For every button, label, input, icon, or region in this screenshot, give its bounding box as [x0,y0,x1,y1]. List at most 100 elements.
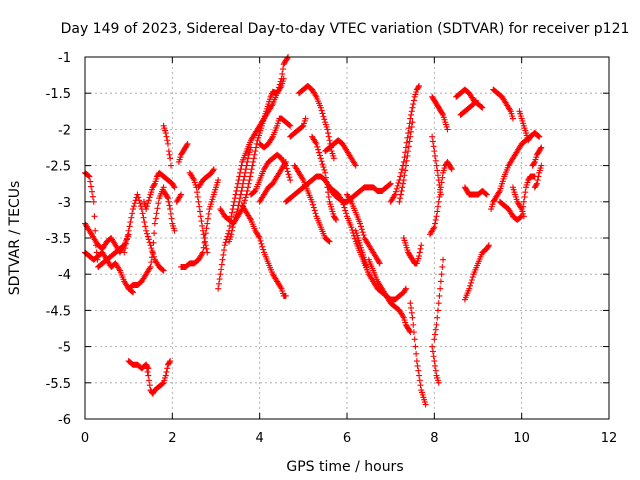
data-point [407,300,414,307]
series-arc18 [226,144,254,245]
data-point [144,233,151,240]
data-point [433,162,440,169]
data-point [279,66,286,73]
x-tick-label: 4 [256,431,264,446]
data-point [429,133,436,140]
data-point [218,266,225,273]
gridlines [85,57,609,419]
data-point [159,380,166,387]
x-tick-label: 0 [81,431,89,446]
data-point [210,167,217,174]
data-point [222,239,229,246]
data-point [146,377,153,384]
data-point [171,184,178,191]
axis-ticks: -1 -1.5 -2 -2.5 -3 -3.5 -4 -4.5 -5 -5.5 -6 0 2 4 6 8 10 1… [46,51,618,446]
data-point [134,191,141,198]
data-point [153,210,160,217]
data-point [144,368,151,375]
data-point [400,180,407,187]
data-point [215,177,222,184]
data-point [116,266,123,273]
data-point [268,135,275,142]
data-point [89,193,96,200]
data-point [326,238,333,245]
data-point [215,285,222,292]
y-tick-label: -1.5 [46,87,71,102]
series-arc26 [291,162,333,245]
data-point [228,231,235,238]
data-point [243,162,250,169]
data-point [410,97,417,104]
data-point [141,219,148,226]
data-point [130,206,137,213]
data-point [282,158,289,165]
series-arc4 [121,191,167,274]
data-point [147,263,154,270]
data-point [435,177,442,184]
data-point [434,203,441,210]
data-point [233,208,240,215]
data-point [253,144,260,151]
data-point [135,194,142,201]
data-point [434,167,441,174]
data-point [199,250,206,257]
data-point [386,181,393,188]
data-point [406,120,413,127]
data-point [239,180,246,187]
data-point [131,200,138,207]
data-point [393,185,400,192]
x-axis-label: GPS time / hours [286,459,403,475]
data-point [152,215,159,222]
data-point [409,314,416,321]
series-arc39 [429,133,444,198]
data-point [154,205,161,212]
data-point [251,151,258,158]
data-point [281,160,288,167]
data-point [245,155,252,162]
data-point [310,204,317,211]
data-point [412,343,419,350]
series-arc40 [429,343,442,386]
data-point [241,173,248,180]
data-point [376,260,383,267]
data-point [242,194,249,201]
data-point [178,191,185,198]
data-point [277,284,284,291]
data-point [200,231,207,238]
data-point [472,97,479,104]
data-point [231,198,238,205]
data-point [360,232,367,239]
data-point [408,128,415,135]
data-point [435,379,442,386]
data-point [202,238,209,245]
series-arc30 [344,191,383,267]
data-point [201,235,208,241]
data-point [280,75,287,82]
data-point [312,92,319,99]
series-arc28 [322,137,359,169]
y-tick-label: -2.5 [46,160,71,175]
data-point [522,189,529,196]
data-point [218,261,225,268]
data-point [144,200,151,207]
data-point [414,362,421,369]
data-point [533,181,540,188]
data-point [432,362,439,369]
data-point [217,271,224,278]
data-point [183,142,190,149]
data-point [330,155,337,162]
data-point [229,206,236,213]
data-point [434,307,441,314]
x-tick-label: 12 [601,431,618,446]
data-point [430,143,437,150]
data-point [245,180,252,187]
data-point [247,169,254,176]
series-arc45 [461,242,492,303]
data-point [159,266,166,273]
data-point [198,218,205,225]
data-point [318,107,325,114]
data-point [363,263,370,270]
data-point [467,282,474,289]
data-point [165,148,172,155]
